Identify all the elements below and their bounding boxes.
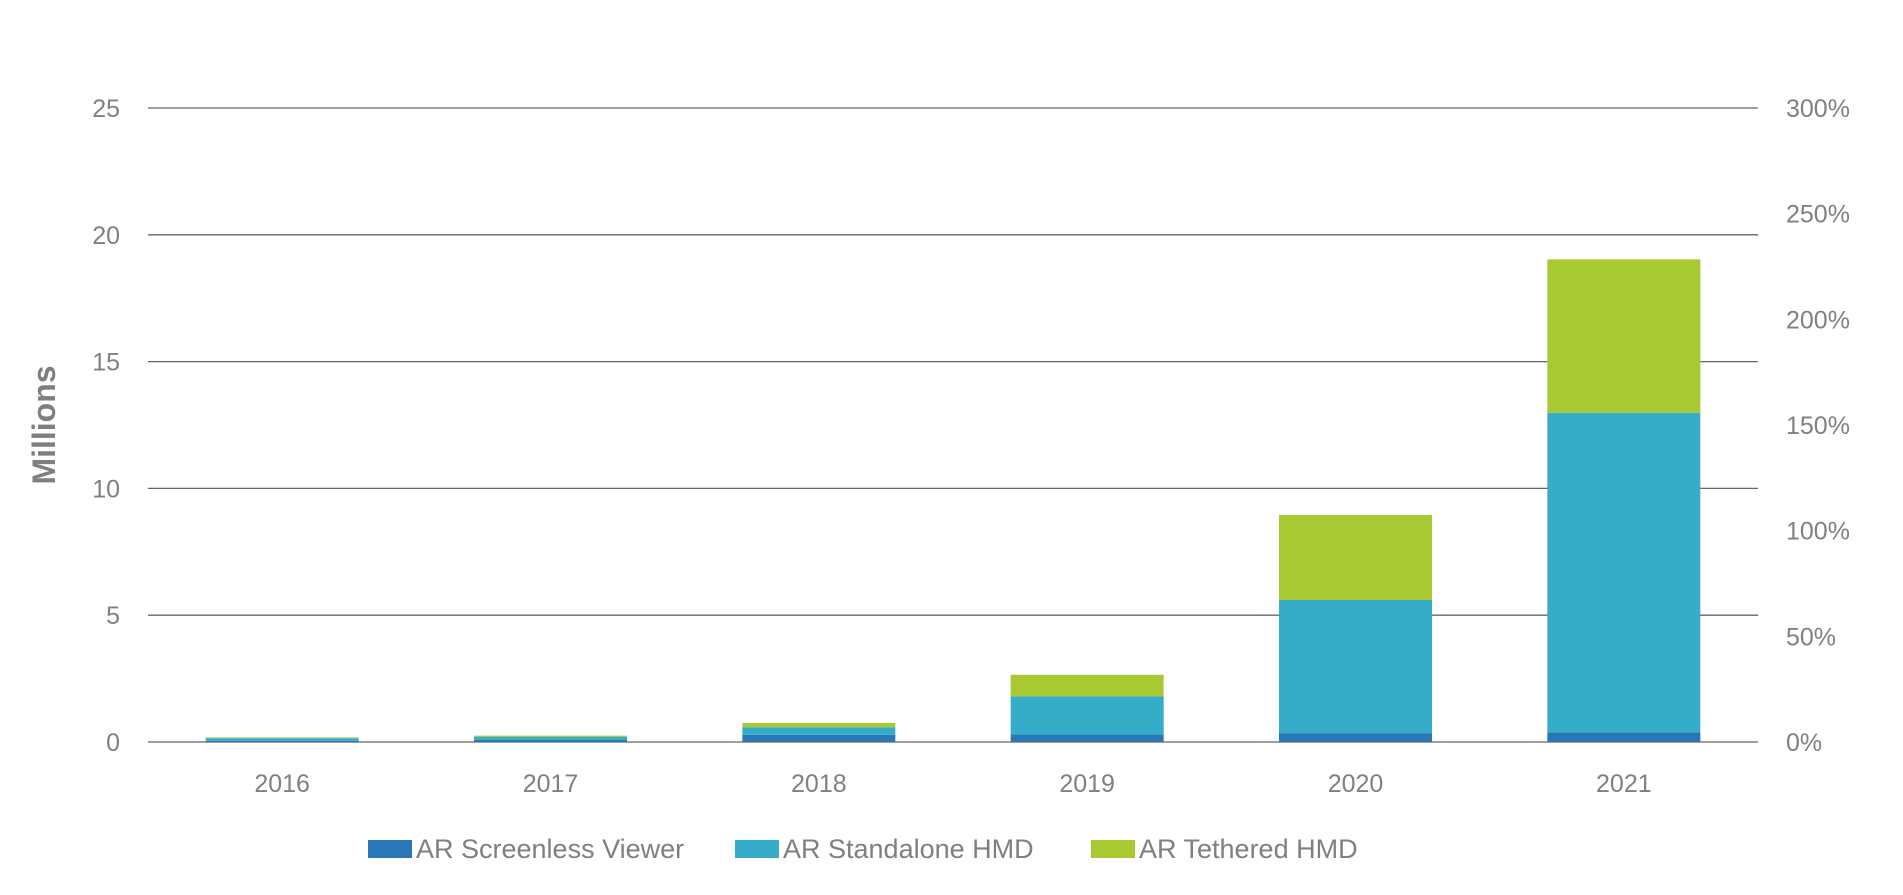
y-tick-label: 0	[106, 729, 120, 757]
y-tick-label: 25	[92, 95, 120, 123]
legend-swatch	[1091, 840, 1135, 858]
y-tick-label: 20	[92, 222, 120, 250]
bar-segment-2019-series-3	[1010, 674, 1164, 697]
legend-swatch	[368, 840, 412, 858]
y-axis-tick-labels: 0 5 10 15 20 25	[92, 95, 120, 757]
bar-segment-2020-series-3	[1279, 515, 1432, 600]
bar-segment-2020-series-1	[1279, 733, 1432, 742]
legend: AR Screenless Viewer AR Standalone HMD AR …	[368, 834, 1358, 864]
bar-segment-2019-series-2	[1010, 696, 1164, 735]
x-tick-label: 2017	[523, 770, 579, 798]
bar-segment-2020-series-2	[1279, 599, 1432, 734]
y2-tick-label: 300%	[1786, 95, 1850, 123]
bar-segment-2019-series-1	[1010, 734, 1164, 742]
bar-segment-2017-series-1	[474, 739, 627, 742]
x-tick-label: 2021	[1596, 770, 1652, 798]
bar-segment-2017-series-2	[474, 736, 627, 740]
x-tick-label: 2016	[254, 770, 310, 798]
bar-segment-2021-series-3	[1547, 259, 1701, 413]
y2-tick-label: 50%	[1786, 623, 1836, 651]
bar-segment-2018-series-3	[742, 722, 896, 728]
y-tick-label: 5	[106, 602, 120, 630]
x-tick-label: 2019	[1059, 770, 1115, 798]
bar-segment-2017-series-3	[474, 735, 627, 737]
secondary-y-axis-tick-labels: 0% 50% 100% 150% 200% 250% 300%	[1786, 95, 1850, 757]
bar-segment-2021-series-2	[1547, 412, 1701, 733]
gridlines	[148, 107, 1758, 743]
y-axis-title: Millions	[26, 365, 62, 484]
bar-segment-2016-series-2	[205, 738, 359, 741]
y2-tick-label: 200%	[1786, 306, 1850, 334]
x-tick-label: 2018	[791, 770, 847, 798]
legend-label: AR Screenless Viewer	[416, 834, 684, 864]
y2-tick-label: 0%	[1786, 729, 1822, 757]
y2-tick-label: 100%	[1786, 518, 1850, 546]
legend-swatch	[735, 840, 779, 858]
bar-segment-2018-series-2	[742, 727, 896, 735]
legend-label: AR Standalone HMD	[783, 834, 1034, 864]
x-tick-label: 2020	[1328, 770, 1384, 798]
bar-segment-2016-series-3	[205, 737, 359, 739]
y-tick-label: 15	[92, 349, 120, 377]
y-tick-label: 10	[92, 475, 120, 503]
bar-segment-2016-series-1	[205, 740, 359, 742]
bars	[205, 259, 1701, 742]
y2-tick-label: 250%	[1786, 201, 1850, 229]
bar-segment-2018-series-1	[742, 734, 896, 742]
bar-segment-2021-series-1	[1547, 732, 1701, 742]
legend-label: AR Tethered HMD	[1139, 834, 1358, 864]
y2-tick-label: 150%	[1786, 412, 1850, 440]
x-axis-tick-labels: 2016 2017 2018 2019 2020 2021	[254, 770, 1651, 798]
